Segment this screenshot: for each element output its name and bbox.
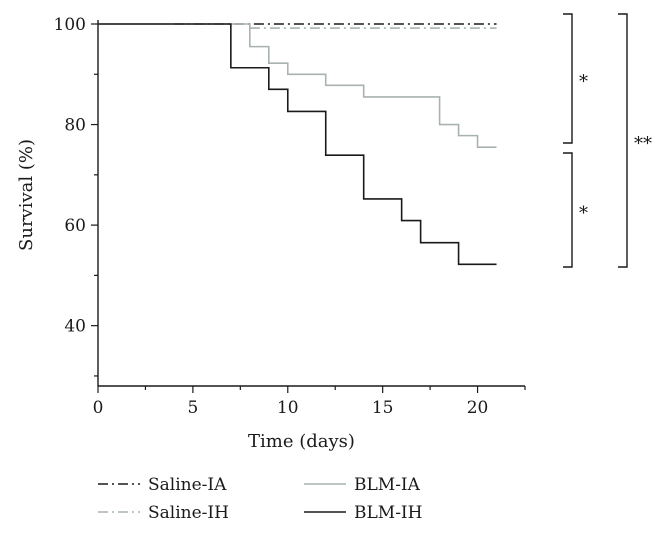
significance-label: **	[634, 134, 652, 155]
x-tick-label: 5	[187, 398, 198, 418]
y-tick-label: 100	[54, 15, 86, 35]
y-tick-label: 60	[64, 216, 86, 236]
x-tick-label: 20	[467, 398, 489, 418]
series-line-blm-ih	[98, 23, 497, 266]
x-tick-label: 0	[93, 398, 104, 418]
significance-label: *	[579, 203, 588, 224]
series-line-saline-ih	[173, 23, 497, 29]
significance-label: *	[579, 72, 588, 93]
x-tick-label: 15	[372, 398, 394, 418]
y-tick-label: 40	[64, 317, 86, 337]
significance-brackets: ****	[563, 13, 652, 268]
y-tick-label: 80	[64, 116, 86, 136]
legend-label-blm-ih: BLM-IH	[354, 503, 422, 523]
x-tick-label: 10	[277, 398, 299, 418]
legend-label-blm-ia: BLM-IA	[354, 475, 421, 495]
significance-bracket	[618, 13, 628, 268]
axes: 0 5 10 15 20 40 60 80 100 Time (days) Survival (%)	[16, 15, 526, 452]
significance-bracket	[563, 152, 573, 268]
legend-label-saline-ia: Saline-IA	[148, 475, 227, 495]
legend-label-saline-ih: Saline-IH	[148, 503, 229, 523]
significance-bracket	[563, 13, 573, 144]
series-lines	[98, 23, 497, 266]
legend: Saline-IA Saline-IH BLM-IA BLM-IH	[98, 475, 422, 523]
series-line-blm-ia	[98, 23, 497, 148]
y-axis-label: Survival (%)	[16, 139, 37, 251]
x-axis-label: Time (days)	[248, 431, 355, 452]
